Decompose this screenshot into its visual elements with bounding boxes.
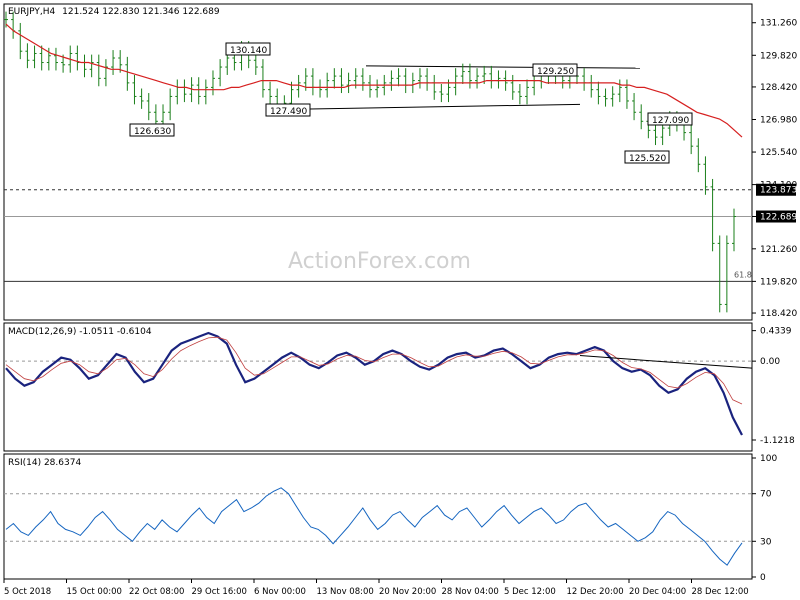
x-tick-label: 22 Oct 08:00 xyxy=(129,587,184,597)
macd-y-tick-label: 0.00 xyxy=(760,357,780,367)
level-marker-label: 123.873 xyxy=(760,186,797,196)
fib-label: 61.8 xyxy=(734,270,752,279)
annotation-box xyxy=(532,63,578,77)
rsi-y-tick-label: 100 xyxy=(760,454,777,464)
current-price-box xyxy=(756,210,796,223)
price-y-tick-label: 126.980 xyxy=(760,115,797,125)
channel-upper-line xyxy=(365,65,641,69)
channel-lower-line xyxy=(309,103,581,110)
price-y-tick-label: 118.420 xyxy=(760,309,797,319)
macd-line xyxy=(5,331,743,436)
annotation-label: 129.250 xyxy=(537,67,574,77)
rsi-line xyxy=(5,487,743,566)
rsi-y-tick-label: 0 xyxy=(760,573,766,583)
x-tick-label: 29 Oct 16:00 xyxy=(192,587,247,597)
annotation-label: 127.490 xyxy=(270,107,307,117)
price-y-tick-label: 128.420 xyxy=(760,83,797,93)
watermark: ActionForex.com xyxy=(288,249,471,274)
annotation-label: 127.090 xyxy=(652,116,689,126)
rsi-layer: 100 70 30 0 xyxy=(4,454,777,583)
moving-average-line xyxy=(5,23,743,138)
macd-signal-line xyxy=(5,336,743,405)
macd-trendline xyxy=(579,355,753,369)
x-tick-label: 20 Nov 20:00 xyxy=(379,587,436,597)
x-tick-label: 15 Oct 00:00 xyxy=(67,587,122,597)
price-y-tick-label: 121.260 xyxy=(760,245,797,255)
macd-title: MACD(12,26,9) -1.0511 -0.6104 xyxy=(8,327,152,337)
annotation-box xyxy=(129,123,175,137)
rsi-y-tick-label: 30 xyxy=(760,537,772,547)
rsi-title: RSI(14) 28.6374 xyxy=(8,458,81,468)
macd-pane-frame xyxy=(3,322,753,452)
x-axis: 5 Oct 2018 15 Oct 00:00 22 Oct 08:00 29 Oct… xyxy=(3,579,749,597)
ohlc-header: 121.524 122.830 121.346 122.689 xyxy=(62,7,220,17)
annotation-box xyxy=(647,112,693,126)
annotation-box xyxy=(225,42,271,56)
annotation-label: 126.630 xyxy=(134,127,171,137)
macd-y-tick-label: 0.4339 xyxy=(760,327,792,337)
x-tick-label: 13 Nov 08:00 xyxy=(317,587,374,597)
price-title: EURJPY,H4 121.524 122.830 121.346 122.68… xyxy=(8,7,220,17)
symbol-label: EURJPY,H4 xyxy=(8,7,56,17)
x-tick-label: 6 Nov 00:00 xyxy=(254,587,306,597)
x-tick-label: 12 Dec 20:00 xyxy=(567,587,624,597)
price-layer: 131.260129.820128.420126.980125.540124.1… xyxy=(4,11,797,319)
annotation-label: 130.140 xyxy=(230,46,267,56)
price-y-tick-label: 125.540 xyxy=(760,148,797,158)
price-y-tick-label: 129.820 xyxy=(760,51,797,61)
annotation-box xyxy=(265,103,311,117)
annotation-box xyxy=(624,150,670,164)
x-tick-label: 5 Oct 2018 xyxy=(4,587,51,597)
macd-layer: 0.4339 0.00 -1.1218 xyxy=(4,327,795,446)
x-tick-label: 5 Dec 12:00 xyxy=(504,587,556,597)
x-tick-label: 28 Nov 04:00 xyxy=(442,587,499,597)
x-tick-label: 20 Dec 04:00 xyxy=(629,587,686,597)
price-y-tick-label: 119.820 xyxy=(760,277,797,287)
rsi-pane-frame xyxy=(3,453,753,580)
level-marker-box xyxy=(756,183,796,196)
current-price-label: 122.689 xyxy=(760,213,797,223)
x-tick-label: 28 Dec 12:00 xyxy=(692,587,749,597)
price-y-tick-label: 131.260 xyxy=(760,19,797,29)
macd-y-tick-label: -1.1218 xyxy=(760,436,795,446)
annotation-label: 125.520 xyxy=(629,154,666,164)
rsi-y-tick-label: 70 xyxy=(760,490,772,500)
